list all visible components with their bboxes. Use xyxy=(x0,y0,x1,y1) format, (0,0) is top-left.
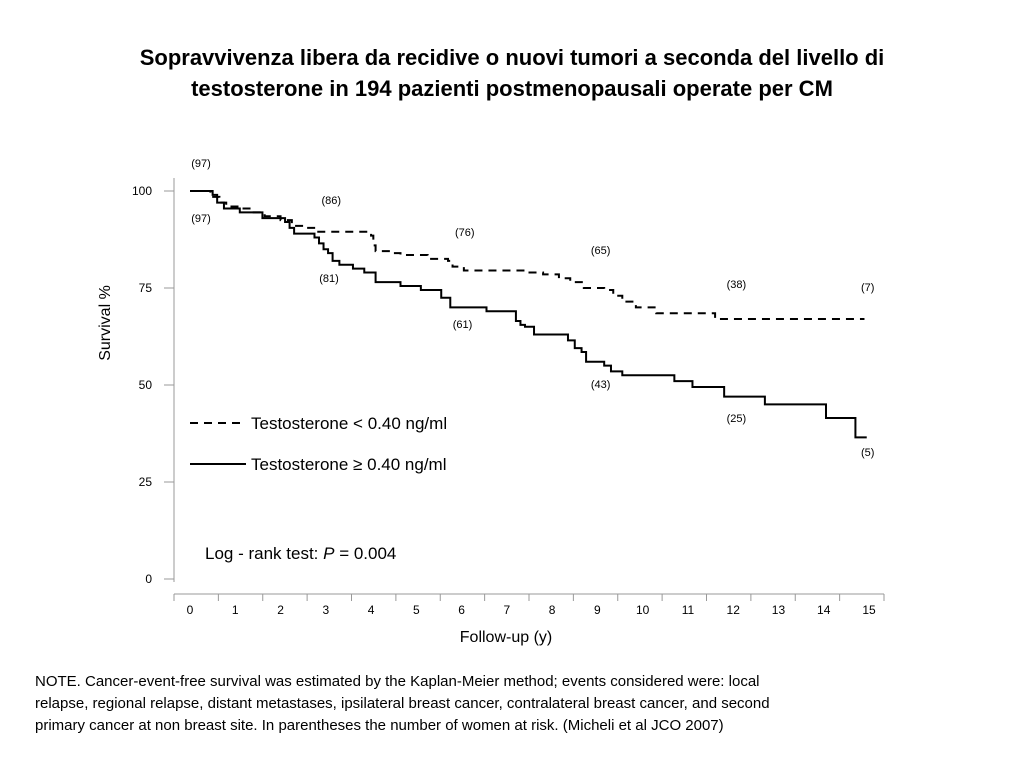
logrank-text: Log - rank test: P = 0.004 xyxy=(205,544,396,563)
series-line-low-testosterone xyxy=(190,190,865,321)
y-tick-label: 50 xyxy=(139,378,153,392)
at-risk-label: (7) xyxy=(861,282,874,294)
logrank-prefix: Log - rank test: xyxy=(205,544,323,563)
y-tick-label: 25 xyxy=(139,475,153,489)
series-line-high-testosterone xyxy=(190,190,867,439)
note-line-2: relapse, regional relapse, distant metas… xyxy=(35,695,770,712)
x-tick-label: 14 xyxy=(817,603,831,617)
at-risk-label: (81) xyxy=(319,273,339,285)
page-title: Sopravvivenza libera da recidive o nuovi… xyxy=(40,42,984,104)
x-tick-label: 15 xyxy=(862,603,876,617)
x-tick-label: 12 xyxy=(727,603,741,617)
at-risk-label: (97) xyxy=(191,158,211,170)
x-tick-label: 8 xyxy=(549,603,556,617)
at-risk-label: (43) xyxy=(591,379,611,391)
at-risk-label: (25) xyxy=(727,413,747,425)
logrank-p-value: = 0.004 xyxy=(334,544,396,563)
title-line-1: Sopravvivenza libera da recidive o nuovi… xyxy=(139,45,885,70)
at-risk-label: (65) xyxy=(591,245,611,257)
footnote: NOTE. Cancer-event-free survival was est… xyxy=(35,671,935,737)
at-risk-labels: (97) (86) (76) (65) (38) (7) (97) (81) (61) (43) (… xyxy=(191,158,874,459)
logrank-p-symbol: P xyxy=(323,544,335,563)
x-tick-label: 11 xyxy=(682,603,695,617)
y-tick-label: 0 xyxy=(145,572,152,586)
x-tick-label: 9 xyxy=(594,603,601,617)
x-tick-label: 1 xyxy=(232,603,239,617)
note-line-1: NOTE. Cancer-event-free survival was est… xyxy=(35,673,760,690)
x-tick-label: 2 xyxy=(277,603,284,617)
y-tick-label: 75 xyxy=(139,281,153,295)
legend-label: Testosterone ≥ 0.40 ng/ml xyxy=(251,455,447,474)
note-line-3: primary cancer at non breast site. In pa… xyxy=(35,717,724,734)
x-tick-label: 0 xyxy=(187,603,194,617)
x-tick-label: 3 xyxy=(322,603,329,617)
y-axis-label: Survival % xyxy=(97,285,114,361)
x-tick-label: 13 xyxy=(772,603,786,617)
series-layer xyxy=(190,190,867,439)
x-tick-label: 4 xyxy=(368,603,375,617)
at-risk-label: (86) xyxy=(321,195,341,207)
at-risk-label: (97) xyxy=(191,213,211,225)
y-tick-label: 100 xyxy=(132,184,152,198)
at-risk-label: (38) xyxy=(727,279,747,291)
x-tick-label: 5 xyxy=(413,603,420,617)
title-line-2: testosterone in 194 pazienti postmenopau… xyxy=(191,76,833,101)
x-tick-label: 10 xyxy=(636,603,650,617)
x-tick-label: 7 xyxy=(504,603,511,617)
x-axis-label: Follow-up (y) xyxy=(460,629,552,646)
legend: Testosterone < 0.40 ng/ml Testosterone ≥ … xyxy=(190,414,447,474)
legend-label: Testosterone < 0.40 ng/ml xyxy=(251,414,447,433)
x-tick-label: 6 xyxy=(458,603,465,617)
logrank-annotation: Log - rank test: P = 0.004 xyxy=(205,544,396,563)
at-risk-label: (76) xyxy=(455,227,475,239)
at-risk-label: (61) xyxy=(453,319,473,331)
at-risk-label: (5) xyxy=(861,447,874,459)
